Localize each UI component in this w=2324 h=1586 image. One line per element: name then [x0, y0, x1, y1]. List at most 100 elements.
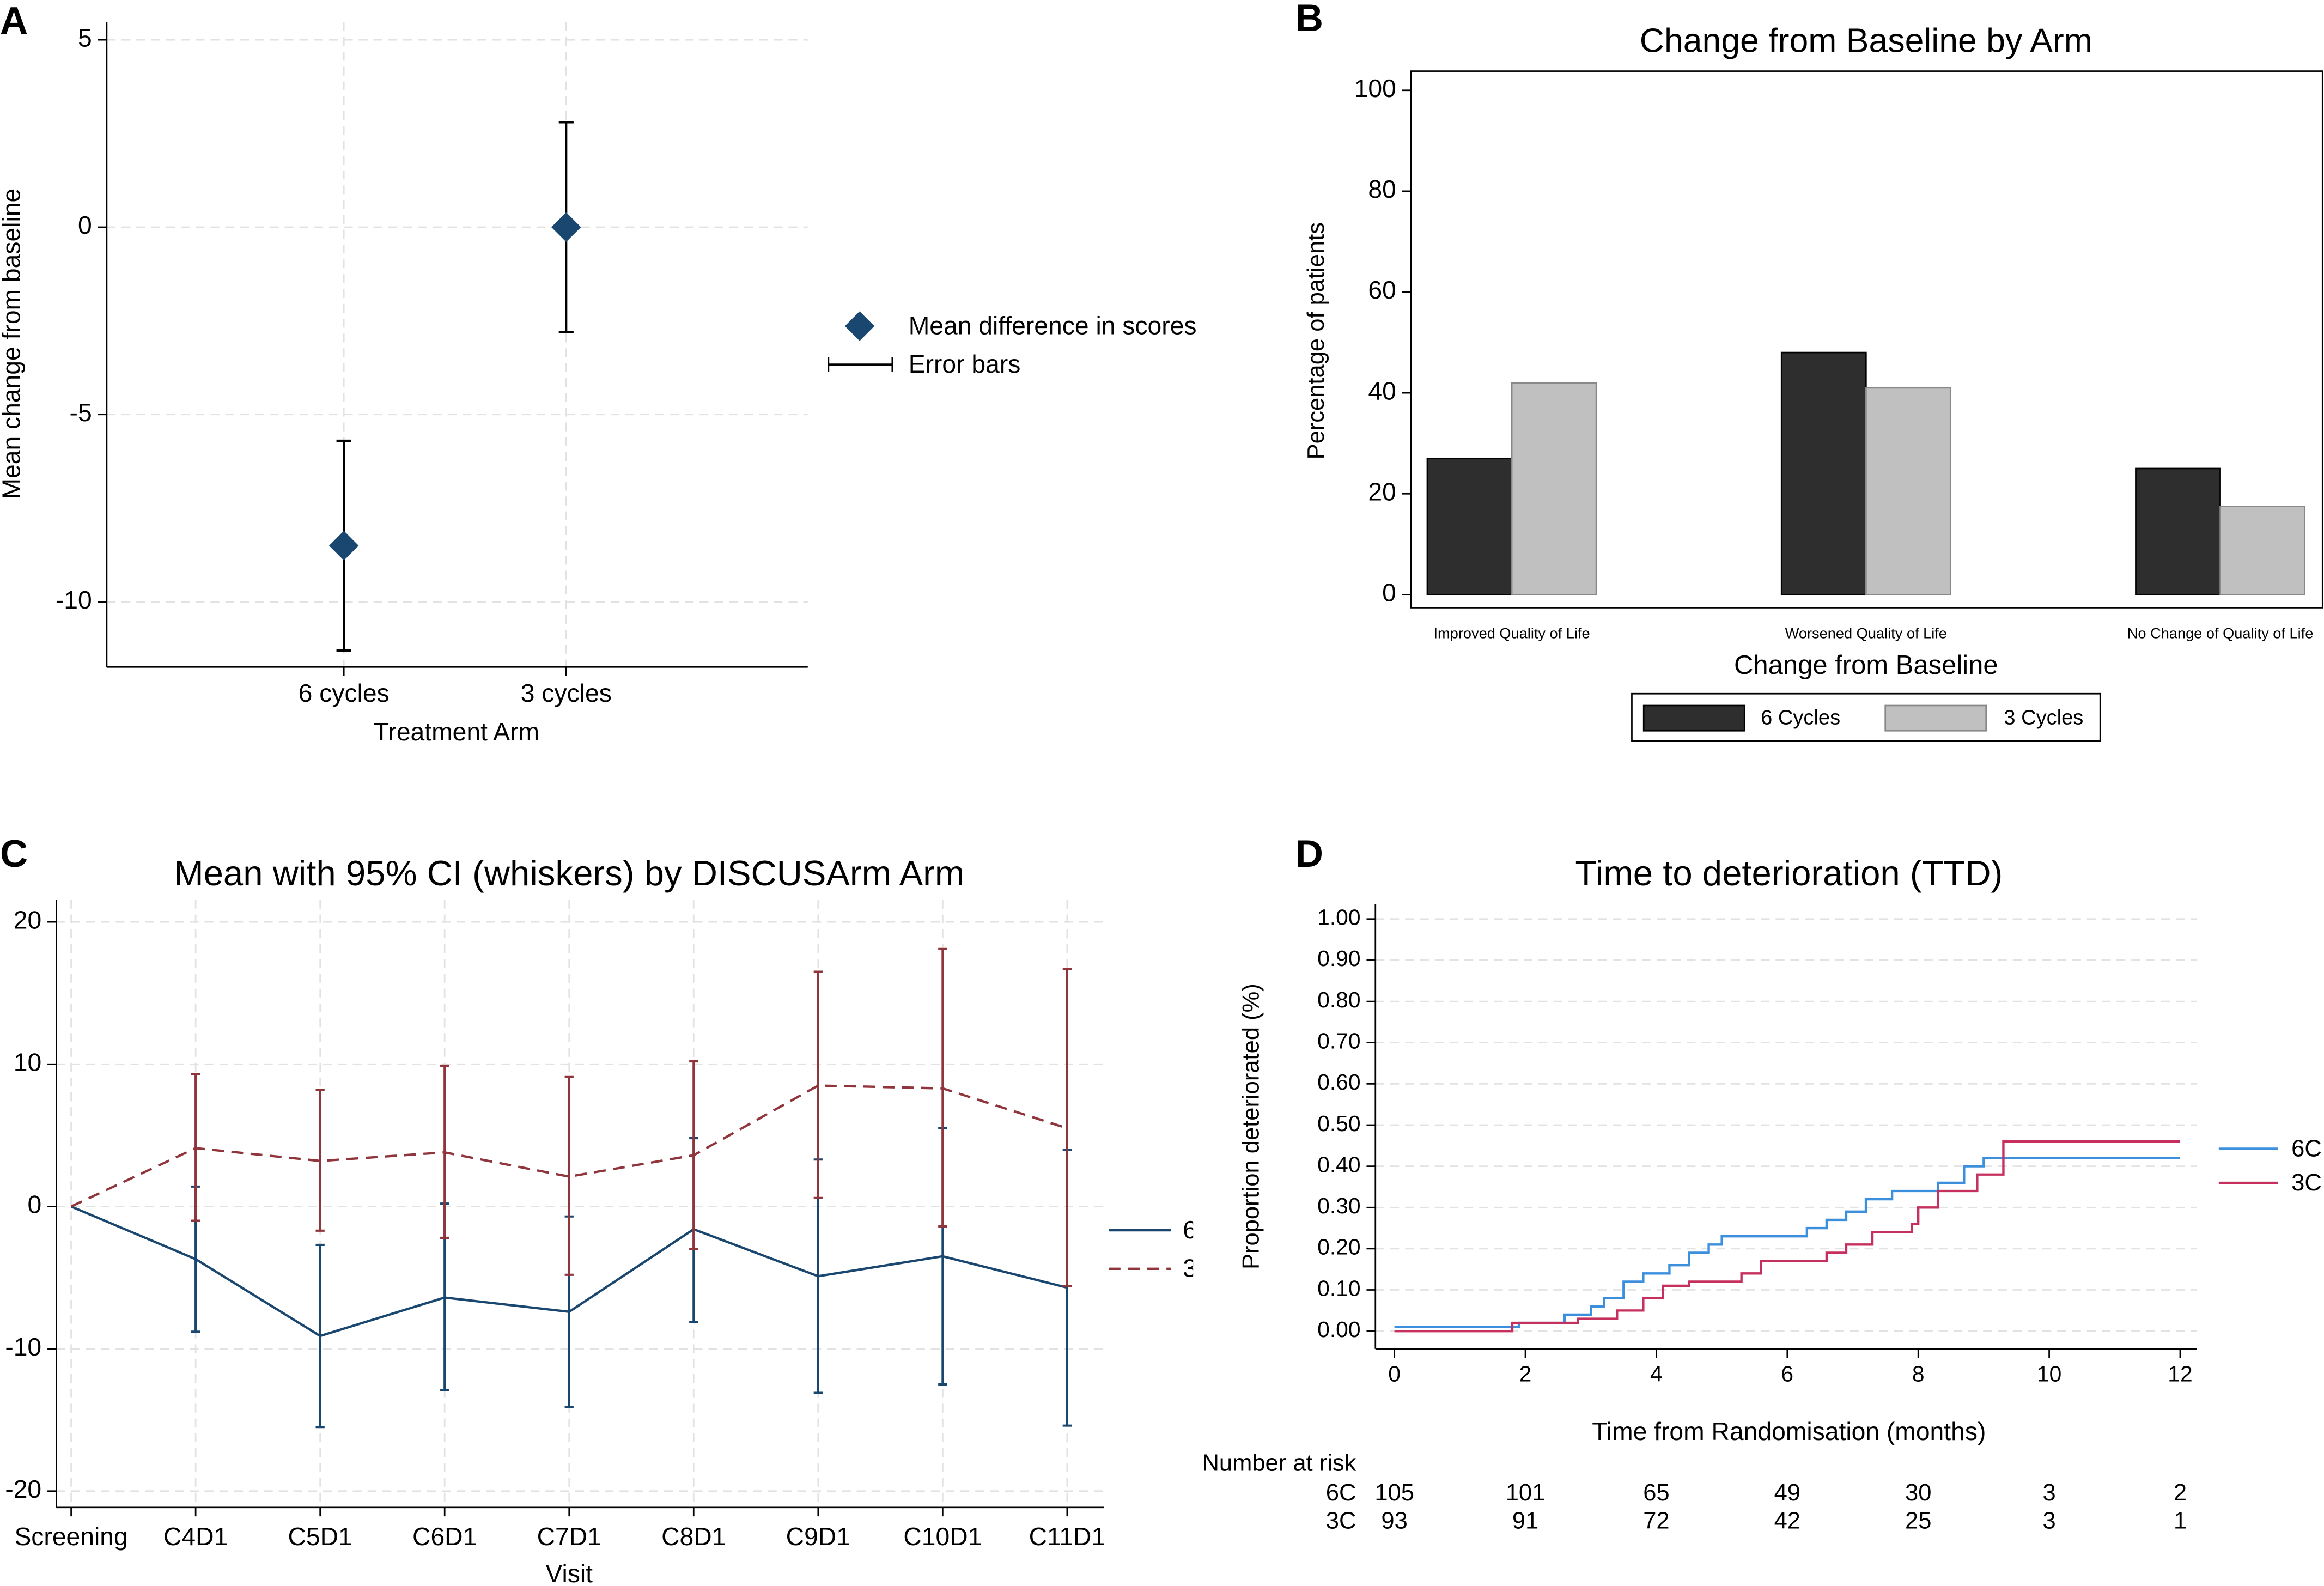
risk-count: 30 [1905, 1480, 1931, 1506]
risk-count: 65 [1643, 1480, 1669, 1506]
chart-title: Time to deterioration (TTD) [1575, 853, 2003, 893]
panel-label: D [1295, 832, 1323, 875]
y-tick-label: 0 [78, 211, 92, 239]
error-bar [315, 1089, 325, 1232]
error-bar [564, 1075, 574, 1276]
y-tick-label: 0.50 [1317, 1111, 1360, 1136]
x-tick-label: C10D1 [903, 1522, 982, 1551]
y-tick-label: 0.10 [1317, 1275, 1360, 1301]
y-tick-label: 0 [1382, 579, 1396, 607]
x-tick-label: C11D1 [1029, 1522, 1106, 1551]
step-line [1394, 1140, 2180, 1333]
risk-count: 42 [1774, 1508, 1800, 1534]
series-line [70, 1205, 1068, 1338]
legend: 63 [1109, 1216, 1197, 1283]
x-tick-label: 2 [1519, 1361, 1532, 1386]
legend-label: 3 Cycles [2004, 707, 2083, 730]
y-tick-label: 0 [27, 1190, 41, 1219]
y-tick-label: 0.30 [1317, 1193, 1360, 1218]
y-tick-label: 0.20 [1317, 1235, 1360, 1260]
x-axis-label: Treatment Arm [374, 718, 539, 746]
y-tick-label: 0.40 [1317, 1152, 1360, 1177]
panel-label: B [1295, 0, 1323, 39]
x-tick-label: 0 [1388, 1361, 1401, 1386]
y-tick-label: 20 [1368, 477, 1396, 506]
x-tick-label: 12 [2168, 1361, 2192, 1386]
y-tick-label: 60 [1368, 276, 1396, 304]
y-tick-label: 1.00 [1317, 905, 1360, 930]
bar [2135, 467, 2221, 595]
legend-box [1631, 692, 2101, 742]
x-tick-label: 6 [1781, 1361, 1793, 1386]
diamond-marker [551, 212, 581, 242]
legend-label: Error bars [909, 350, 1021, 378]
x-tick-label: 3 cycles [521, 679, 612, 707]
x-tick-label: C8D1 [661, 1522, 726, 1551]
y-tick-label: -20 [5, 1475, 41, 1503]
x-tick-label: 8 [1912, 1361, 1925, 1386]
y-tick-label: -10 [5, 1333, 41, 1361]
risk-count: 101 [1506, 1480, 1546, 1506]
risk-count: 105 [1374, 1480, 1414, 1506]
risk-count: 93 [1381, 1508, 1407, 1534]
legend-label: 6 [1183, 1216, 1197, 1244]
x-axis-label: Change from Baseline [1734, 651, 1998, 680]
legend-swatch [1642, 704, 1745, 732]
risk-row-label: 3C [1326, 1508, 1356, 1534]
risk-count: 25 [1905, 1508, 1931, 1534]
error-bar [813, 970, 823, 1199]
y-tick-label: 10 [14, 1048, 41, 1077]
risk-table-title: Number at risk [1202, 1450, 1356, 1476]
bar [1865, 387, 1951, 595]
x-tick-label: 4 [1650, 1361, 1663, 1386]
x-tick-label: No Change of Quality of Life [2127, 625, 2314, 642]
y-tick-label: 100 [1354, 74, 1396, 102]
legend-label: 6C [2291, 1136, 2322, 1162]
legend-label: 6 Cycles [1761, 707, 1840, 730]
y-axis-label: Proportion deteriorated (%) [1238, 983, 1264, 1269]
bar [1511, 382, 1597, 595]
x-tick-label: C4D1 [163, 1522, 228, 1551]
risk-count: 1 [2174, 1508, 2187, 1534]
risk-count: 49 [1774, 1480, 1800, 1506]
x-tick-label: 6 cycles [299, 679, 390, 707]
bar [1426, 458, 1513, 595]
panel-label: A [0, 0, 28, 42]
y-tick-label: -10 [56, 586, 92, 614]
chart-title: Mean with 95% CI (whiskers) by DISCUSArm… [174, 853, 964, 893]
chart-title: Change from Baseline by Arm [1640, 21, 2092, 59]
risk-count: 91 [1512, 1508, 1538, 1534]
y-tick-label: 0.00 [1317, 1317, 1360, 1342]
step-line [1394, 1157, 2180, 1328]
y-tick-label: 0.70 [1317, 1028, 1360, 1053]
panel-label: C [0, 832, 28, 875]
y-tick-label: 5 [78, 23, 92, 52]
legend-label: 3C [2291, 1170, 2322, 1196]
legend-label: 3 [1183, 1254, 1197, 1283]
x-tick-label: C5D1 [288, 1522, 352, 1551]
plot-frame [1410, 70, 2323, 609]
risk-count: 2 [2174, 1480, 2187, 1506]
x-tick-label: Screening [14, 1522, 127, 1551]
y-tick-label: 20 [14, 906, 41, 934]
x-axis-label: Visit [545, 1559, 593, 1586]
x-tick-label: C7D1 [537, 1522, 601, 1551]
risk-count: 72 [1643, 1508, 1669, 1534]
y-axis-label: Mean change from baseline [0, 189, 26, 500]
y-tick-label: 80 [1368, 175, 1396, 203]
x-axis-label: Time from Randomisation (months) [1592, 1417, 1986, 1445]
y-tick-label: 0.80 [1317, 987, 1360, 1012]
risk-count: 3 [2042, 1480, 2055, 1506]
y-axis-label: Percentage of patients [1303, 222, 1329, 459]
risk-row-label: 6C [1326, 1480, 1356, 1506]
x-tick-label: Worsened Quality of Life [1785, 625, 1947, 642]
y-tick-label: 0.60 [1317, 1070, 1360, 1095]
legend-label: Mean difference in scores [909, 311, 1197, 339]
bar [2219, 506, 2305, 595]
bar [1780, 351, 1867, 595]
legend-swatch [1884, 704, 1987, 732]
error-bar [1062, 968, 1072, 1287]
y-tick-label: 40 [1368, 376, 1396, 405]
